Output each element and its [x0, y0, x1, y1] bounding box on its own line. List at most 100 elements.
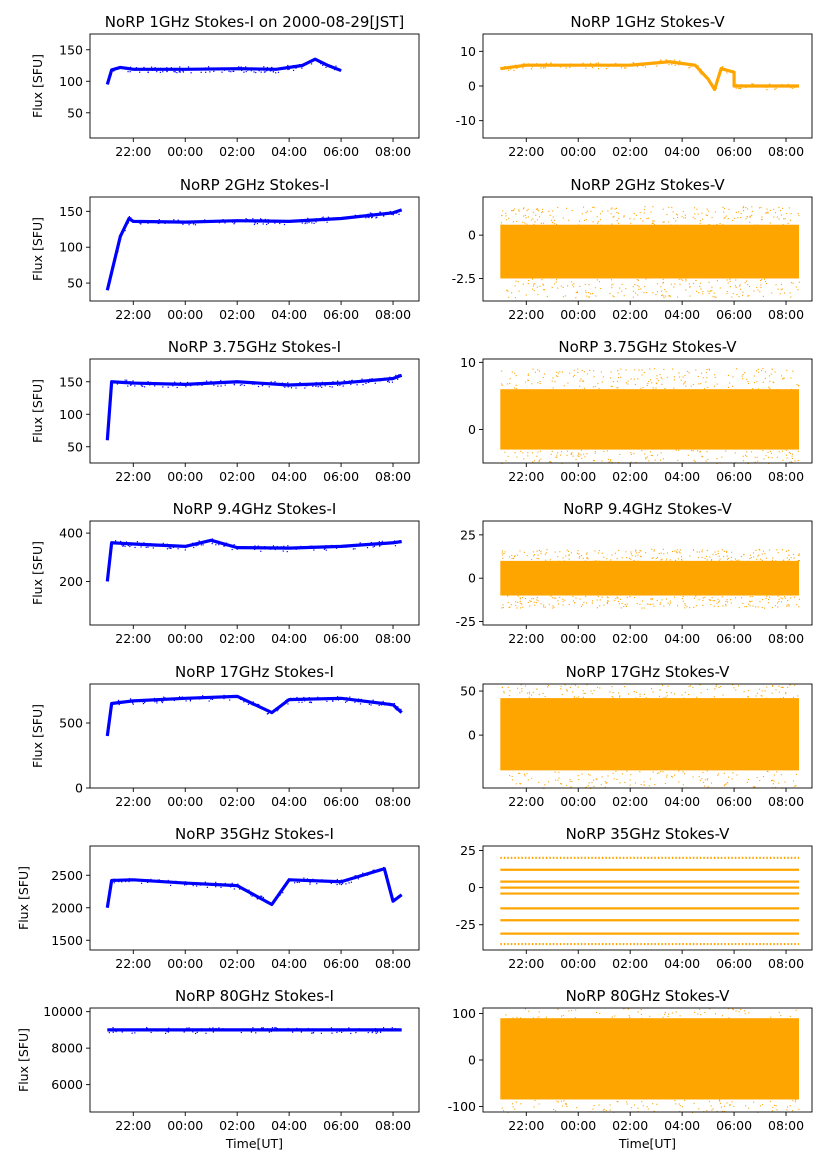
data-point: [593, 779, 595, 781]
data-point: [756, 776, 758, 779]
data-point: [317, 696, 319, 698]
data-point: [149, 221, 152, 223]
data-point: [282, 892, 284, 894]
data-point: [520, 783, 522, 785]
data-point: [574, 1017, 577, 1019]
data-point: [755, 695, 757, 697]
data-point: [555, 597, 557, 599]
data-point: [784, 218, 786, 220]
data-point: [792, 696, 795, 698]
data-point: [272, 545, 275, 547]
data-point: [216, 696, 218, 699]
data-point: [543, 289, 546, 291]
data-point: [557, 1101, 559, 1103]
data-point: [253, 71, 255, 73]
data-point: [576, 697, 578, 699]
data-point: [726, 1102, 728, 1104]
data-point: [768, 375, 770, 377]
data-point: [266, 902, 268, 904]
data-point: [255, 1032, 257, 1034]
y-tick-label: 100: [59, 240, 83, 255]
data-point: [506, 289, 508, 292]
data-point: [756, 558, 758, 560]
data-point: [345, 546, 347, 548]
data-point: [671, 207, 673, 209]
data-point: [588, 292, 590, 294]
data-point: [646, 217, 648, 220]
y-tick-label: 150: [59, 204, 83, 219]
data-point: [637, 554, 639, 556]
data-point: [652, 292, 654, 294]
data-point: [298, 881, 300, 884]
data-point: [791, 461, 793, 463]
data-point: [513, 556, 516, 558]
data-point: [174, 545, 176, 548]
data-point: [518, 290, 520, 292]
data-point: [312, 880, 314, 882]
data-point: [650, 688, 653, 690]
data-point: [776, 1109, 778, 1111]
data-point: [183, 1031, 185, 1033]
data-point: [280, 67, 282, 69]
data-point: [521, 603, 523, 605]
data-point: [277, 71, 280, 73]
data-point: [666, 558, 668, 560]
data-point: [305, 221, 307, 223]
data-point: [391, 213, 393, 215]
data-point: [642, 220, 644, 222]
data-point: [338, 1030, 341, 1032]
data-point: [372, 699, 374, 701]
data-point: [501, 552, 503, 554]
data-point: [529, 605, 531, 607]
data-point: [747, 284, 749, 286]
data-point: [575, 292, 577, 294]
data-point: [165, 220, 167, 223]
data-point: [168, 222, 170, 224]
data-point: [275, 1030, 278, 1032]
data-point: [542, 67, 545, 69]
data-point: [517, 687, 519, 689]
data-point: [270, 67, 273, 69]
data-point: [533, 1106, 535, 1108]
data-point: [395, 1028, 397, 1030]
data-point: [365, 382, 367, 384]
data-point: [155, 545, 157, 547]
data-point: [795, 785, 797, 787]
data-point: [555, 281, 557, 283]
data-point: [156, 382, 158, 384]
data-point: [580, 449, 582, 451]
data-point: [538, 210, 540, 212]
x-tick-label: 08:00: [375, 144, 411, 159]
data-point: [669, 296, 671, 298]
data-point: [200, 544, 203, 546]
data-point: [175, 881, 177, 883]
data-point: [175, 384, 177, 386]
data-point: [612, 692, 614, 694]
data-point: [723, 550, 725, 552]
data-point: [632, 296, 634, 298]
data-point: [774, 371, 776, 373]
data-point: [157, 544, 159, 546]
data-point: [127, 66, 129, 69]
data-point: [568, 604, 570, 606]
data-point: [209, 71, 211, 73]
data-point: [556, 454, 558, 456]
data-point: [354, 701, 356, 703]
data-point: [658, 772, 660, 774]
data-point: [738, 87, 740, 89]
data-point: [623, 295, 625, 297]
data-point: [114, 259, 117, 261]
data-point: [371, 1031, 373, 1034]
data-point: [792, 553, 794, 556]
series-line: [105, 57, 342, 85]
data-point: [131, 381, 133, 384]
data-point: [673, 387, 675, 389]
data-point: [504, 65, 506, 68]
data-point: [716, 280, 718, 282]
x-tick-label: 06:00: [323, 307, 359, 322]
data-series: [105, 373, 403, 441]
data-point: [658, 552, 660, 555]
data-point: [276, 548, 278, 550]
x-tick-label: 02:00: [219, 956, 255, 971]
data-point: [727, 374, 730, 376]
